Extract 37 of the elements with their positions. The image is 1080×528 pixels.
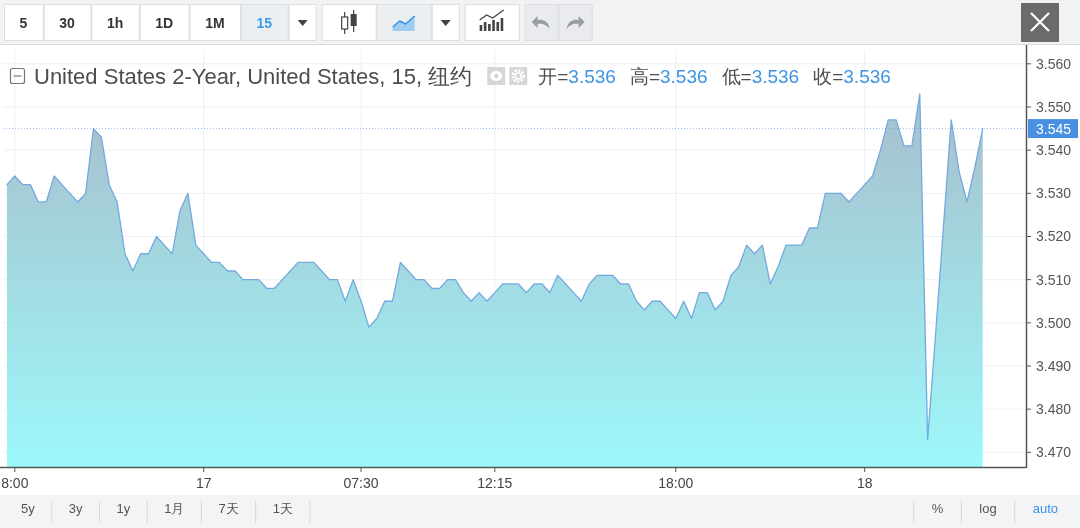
text: 1D xyxy=(155,15,174,31)
x-tick-label: 18 xyxy=(856,475,873,491)
x-tick-label: 18:00 xyxy=(658,475,694,491)
annotation: 低=3.536 xyxy=(721,66,800,87)
y-tick-label: 3.480 xyxy=(1036,401,1072,418)
y-tick-label: 3.510 xyxy=(1036,271,1072,288)
text: % xyxy=(931,501,944,516)
text: 1h xyxy=(106,15,124,31)
annotation: 高=3.536 xyxy=(629,66,708,87)
y-tick-label: 3.560 xyxy=(1036,55,1072,72)
text: auto xyxy=(1032,501,1058,516)
text: 15 xyxy=(256,15,273,31)
text: 1月 xyxy=(164,501,185,516)
y-tick-label: 3.550 xyxy=(1036,98,1072,115)
annotation: 收=3.536 xyxy=(813,66,891,87)
y-tick-label: 3.540 xyxy=(1036,142,1072,159)
text: 3y xyxy=(68,501,83,516)
annotation: 开=3.536 xyxy=(538,66,616,87)
x-tick-label: 07:30 xyxy=(343,475,379,491)
text: log xyxy=(979,501,997,516)
x-tick-label: 12:15 xyxy=(477,475,513,491)
y-tick-label: 3.520 xyxy=(1036,228,1072,245)
ref-line-label: 3.545 xyxy=(1036,120,1072,137)
text: 5y xyxy=(21,501,36,516)
y-tick-label: 3.530 xyxy=(1036,185,1072,202)
y-tick-label: 3.500 xyxy=(1036,314,1072,331)
text: 1M xyxy=(205,15,225,31)
x-tick-label: 8:00 xyxy=(1,475,29,491)
text: 1天 xyxy=(272,501,293,516)
text: United States 2-Year, United States, 15, 纽约 xyxy=(34,64,473,89)
y-tick-label: 3.490 xyxy=(1036,357,1072,374)
y-tick-label: 3.470 xyxy=(1036,444,1072,461)
x-tick-label: 17 xyxy=(195,475,212,491)
text: 7天 xyxy=(218,501,239,516)
text: 30 xyxy=(59,15,76,31)
text: 5 xyxy=(19,15,28,31)
text: 1y xyxy=(116,501,131,516)
